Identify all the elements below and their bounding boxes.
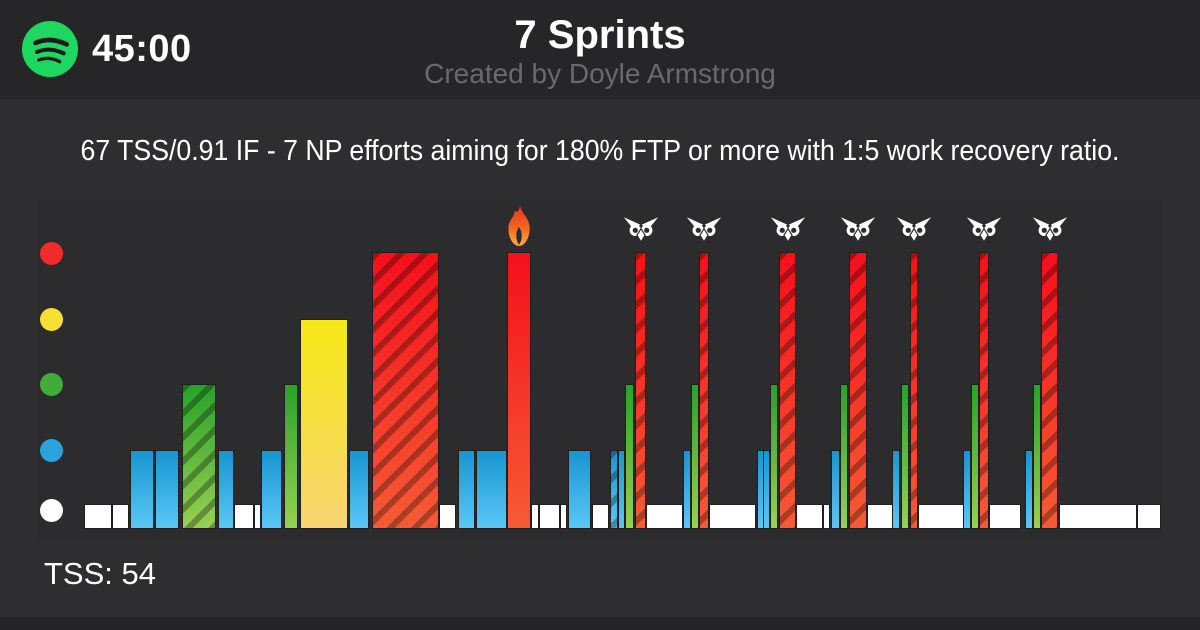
workout-bar-red-hatched xyxy=(636,253,645,528)
tss-label: TSS: 54 xyxy=(44,556,156,591)
owl-icon xyxy=(896,216,932,248)
workout-bar-white xyxy=(824,505,829,528)
owl-icon xyxy=(770,216,806,248)
owl-icon xyxy=(840,216,876,248)
workout-chart xyxy=(38,200,1161,540)
workout-bar-blue xyxy=(758,451,763,528)
owl-icon xyxy=(1032,216,1068,248)
workout-bar-blue xyxy=(764,451,769,528)
workout-bar-blue xyxy=(1026,451,1032,528)
zone-dot-green xyxy=(40,372,63,396)
workout-bar-blue xyxy=(893,451,899,528)
workout-bar-white xyxy=(532,505,538,528)
workout-bar-blue xyxy=(459,451,474,528)
workout-bar-red-hatched xyxy=(911,253,917,528)
zone-dot-white xyxy=(40,498,63,522)
workout-bar-blue xyxy=(156,451,178,528)
workout-bar-white xyxy=(647,505,682,528)
workout-bar-red-hatched xyxy=(700,253,708,528)
workout-bar-white xyxy=(1138,505,1160,528)
workout-bar-red-hatched xyxy=(373,253,438,528)
workout-bar-green xyxy=(972,385,978,528)
workout-bar-white xyxy=(1060,505,1136,528)
workout-bar-white xyxy=(235,505,253,528)
workout-bar-blue-hatched xyxy=(611,451,617,528)
workout-bar-green xyxy=(841,385,847,528)
workout-bar-white xyxy=(85,505,111,528)
zone-dot-yellow xyxy=(40,307,63,331)
workout-bar-blue xyxy=(964,451,970,528)
owl-icon xyxy=(686,216,722,248)
workout-bar-green xyxy=(692,385,698,528)
workout-bar-green xyxy=(1034,385,1040,528)
workout-bar-blue xyxy=(219,451,233,528)
workout-bar-red-hatched xyxy=(1042,253,1057,528)
workout-bar-white xyxy=(990,505,1020,528)
workout-bar-blue xyxy=(569,451,590,528)
workout-duration: 45:00 xyxy=(92,28,192,70)
workout-bar-white xyxy=(868,505,892,528)
workout-bar-white xyxy=(561,505,566,528)
zone-dot-blue xyxy=(40,438,63,462)
workout-bar-green-hatched xyxy=(183,385,215,528)
workout-bar-white xyxy=(593,505,608,528)
workout-bar-blue xyxy=(477,451,506,528)
workout-bar-blue xyxy=(262,451,281,528)
workout-bar-white xyxy=(255,505,260,528)
workout-bar-white xyxy=(797,505,822,528)
workout-bar-red-hatched xyxy=(850,253,866,528)
workout-bar-blue xyxy=(684,451,690,528)
workout-bar-green xyxy=(626,385,633,528)
workout-bar-white xyxy=(540,505,559,528)
workout-bar-green xyxy=(285,385,297,528)
spotify-icon[interactable] xyxy=(22,21,78,77)
workout-bar-blue xyxy=(131,451,153,528)
zone-dot-red xyxy=(40,241,63,265)
workout-bar-red-hatched xyxy=(980,253,988,528)
workout-description: 67 TSS/0.91 IF - 7 NP efforts aiming for… xyxy=(80,135,1120,167)
workout-bar-blue xyxy=(619,451,624,528)
workout-bar-green xyxy=(771,385,777,528)
owl-icon xyxy=(966,216,1002,248)
footer-band xyxy=(0,617,1200,630)
workout-bar-white xyxy=(440,505,455,528)
owl-icon xyxy=(623,216,659,248)
header-bar: 45:00 7 Sprints Created by Doyle Armstro… xyxy=(0,0,1200,99)
workout-bar-green xyxy=(902,385,908,528)
fire-icon xyxy=(502,204,536,253)
workout-bar-red-hatched xyxy=(780,253,795,528)
workout-bar-white xyxy=(710,505,755,528)
workout-bar-blue xyxy=(832,451,839,528)
workout-bar-white xyxy=(113,505,128,528)
workout-bar-red xyxy=(508,253,530,528)
workout-bar-yellow xyxy=(301,320,347,528)
workout-bar-white xyxy=(919,505,963,528)
workout-bar-blue xyxy=(350,451,368,528)
